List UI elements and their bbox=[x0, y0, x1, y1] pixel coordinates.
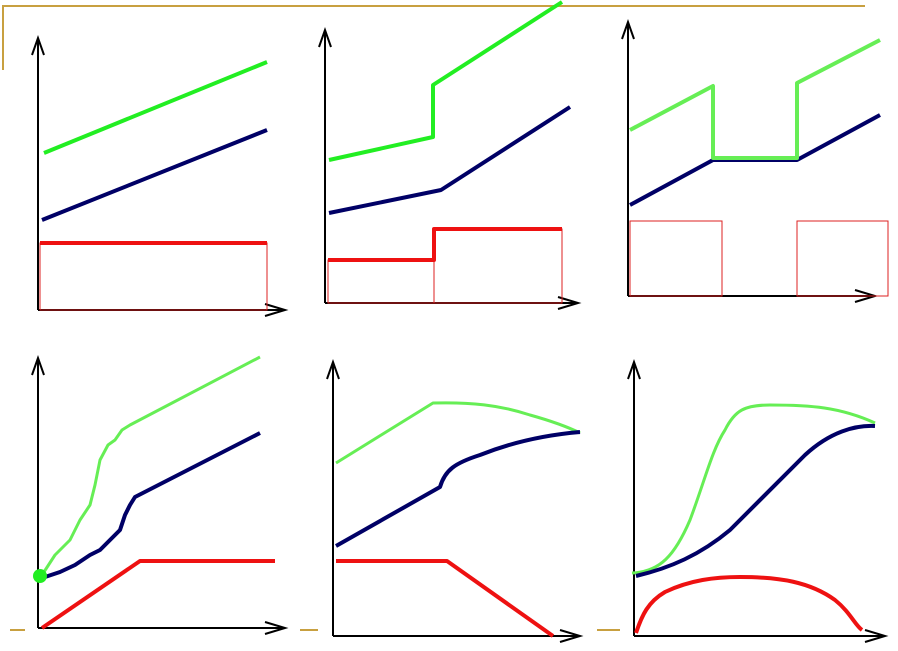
red-line bbox=[40, 559, 275, 630]
green-line bbox=[335, 401, 581, 465]
red-line bbox=[336, 559, 555, 638]
red-line bbox=[634, 575, 864, 634]
green-line bbox=[631, 403, 876, 575]
navy-line bbox=[328, 105, 572, 215]
arrow bbox=[326, 358, 340, 380]
panel bbox=[597, 358, 889, 643]
arrow bbox=[31, 354, 45, 376]
panel bbox=[318, 0, 582, 310]
red-box bbox=[629, 220, 723, 297]
red-box bbox=[796, 220, 889, 297]
arrow bbox=[318, 26, 332, 48]
red-box bbox=[433, 228, 563, 304]
arrow bbox=[31, 34, 45, 56]
panel bbox=[621, 18, 889, 303]
arrow bbox=[864, 629, 889, 643]
navy-line bbox=[335, 430, 581, 548]
green-line bbox=[43, 60, 268, 155]
arrow bbox=[264, 303, 289, 317]
red-box bbox=[327, 259, 435, 304]
frame-border bbox=[2, 5, 865, 70]
arrow bbox=[264, 621, 289, 635]
arrow bbox=[627, 358, 641, 380]
green-line bbox=[629, 38, 881, 160]
panel bbox=[31, 34, 289, 317]
red-line bbox=[328, 227, 562, 262]
arrow bbox=[557, 296, 582, 310]
arrow bbox=[559, 629, 584, 643]
green-line bbox=[40, 355, 261, 576]
navy-line bbox=[635, 423, 876, 578]
navy-line bbox=[41, 431, 261, 580]
panel bbox=[10, 354, 289, 635]
panel bbox=[300, 358, 584, 643]
green-line bbox=[328, 0, 564, 162]
red-box bbox=[39, 242, 268, 311]
arrow bbox=[621, 18, 635, 40]
navy-line bbox=[41, 128, 268, 222]
start-dot bbox=[33, 569, 47, 583]
